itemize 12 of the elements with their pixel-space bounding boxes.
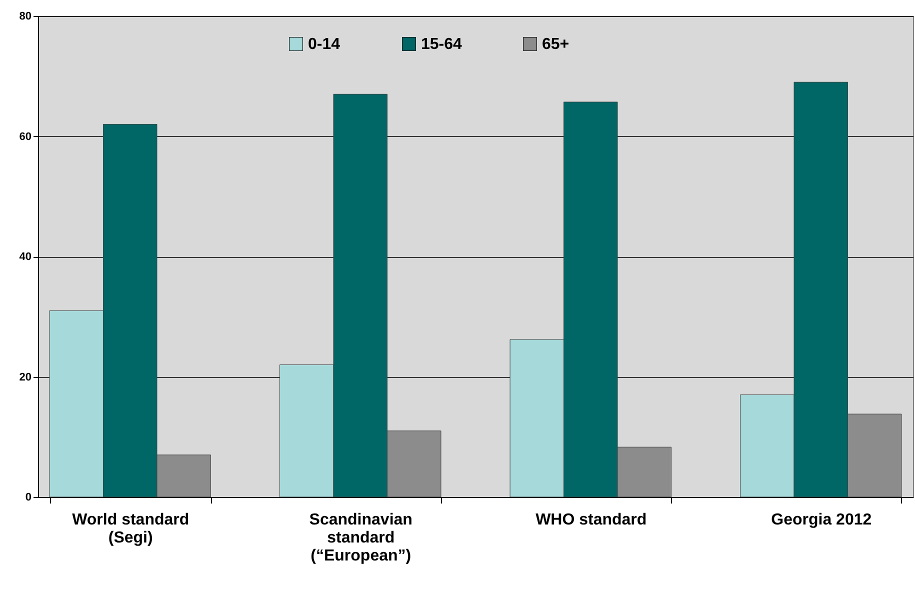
legend-label: 65+ bbox=[542, 36, 570, 53]
y-tick-label: 80 bbox=[19, 10, 32, 22]
y-tick-label: 0 bbox=[25, 492, 32, 504]
y-tick-label: 40 bbox=[19, 251, 32, 263]
x-tick-label: Georgia 2012 bbox=[771, 512, 872, 528]
legend-label: 0-14 bbox=[308, 36, 340, 53]
x-tick-label: World standard (Segi) bbox=[72, 512, 190, 546]
y-tick-label: 60 bbox=[19, 130, 32, 143]
x-tick-label: WHO standard bbox=[536, 512, 647, 528]
x-tick-label: Scandinavian standard (“European”) bbox=[309, 512, 412, 564]
legend-label: 15-64 bbox=[421, 36, 462, 53]
y-tick-label: 20 bbox=[19, 371, 32, 384]
